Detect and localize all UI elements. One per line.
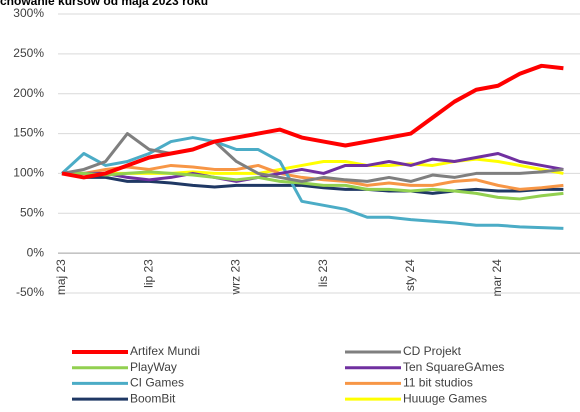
- x-tick-label: mar 24: [490, 259, 504, 297]
- x-tick-label: wrz 23: [229, 259, 243, 296]
- legend-label: PlayWay: [130, 360, 177, 374]
- y-tick-label: 300%: [13, 6, 44, 20]
- legend-label: CI Games: [130, 376, 184, 390]
- y-tick-label: 0%: [27, 245, 45, 259]
- y-tick-label: 150%: [13, 126, 44, 140]
- legend-label: Artifex Mundi: [130, 344, 200, 358]
- x-tick-label: lis 23: [316, 259, 330, 287]
- x-tick-label: sty 24: [403, 259, 417, 291]
- series-line: [61, 132, 564, 183]
- legend-label: CD Projekt: [403, 344, 462, 358]
- y-tick-label: 50%: [20, 205, 44, 219]
- x-tick-label: lip 23: [141, 259, 155, 288]
- series-line: [62, 152, 564, 183]
- y-tick-label: -50%: [16, 285, 44, 299]
- legend-label: BoomBit: [130, 391, 176, 405]
- legend-label: 11 bit studios: [403, 376, 473, 390]
- y-tick-label: 100%: [13, 166, 44, 180]
- legend-label: Huuuge Games: [403, 391, 487, 405]
- series-line: [61, 171, 564, 195]
- series-line: [61, 63, 564, 180]
- y-tick-label: 200%: [13, 86, 44, 100]
- chart-title: chowanie kursów od maja 2023 roku: [0, 0, 208, 8]
- series-line: [62, 170, 564, 201]
- y-tick-label: 250%: [13, 46, 44, 60]
- x-tick-label: maj 23: [54, 259, 68, 295]
- legend-label: Ten SquareGAmes: [403, 360, 504, 374]
- series-line: [60, 136, 564, 230]
